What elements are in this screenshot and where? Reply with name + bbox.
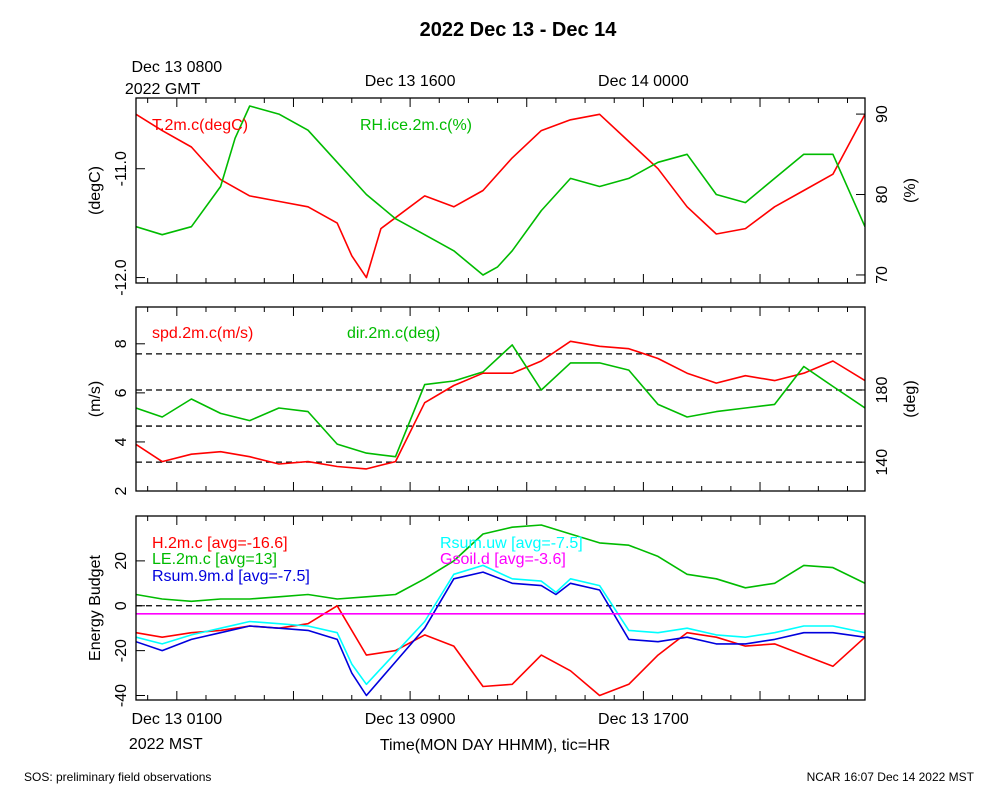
- bottom-time-label-year: 2022 MST: [129, 736, 203, 753]
- series-line: [136, 105, 865, 276]
- y-tick-label-left: 4: [113, 437, 130, 446]
- y-tick-label-right: 70: [874, 266, 891, 284]
- y-axis-label-left: Energy Budget: [87, 555, 104, 661]
- y-tick-label-left: -12.0: [113, 259, 130, 296]
- top-time-label-year: 2022 GMT: [125, 81, 201, 98]
- legend-entry: Rsum.uw [avg=-7.5]: [440, 535, 583, 552]
- page-title: 2022 Dec 13 - Dec 14: [420, 19, 618, 41]
- y-tick-label-left: -11.0: [113, 151, 130, 186]
- y-axis-label-right: (deg): [902, 380, 919, 417]
- y-tick-label-right: 90: [874, 105, 891, 123]
- top-time-label: Dec 13 1600: [365, 73, 456, 90]
- chart-panel: 2 4 6 8 140 180 (m/s) (deg) spd.2m.c(m/s) dir.2m.…: [87, 306, 919, 495]
- y-tick-label-left: -20: [113, 639, 130, 662]
- y-tick-label-right: 140: [874, 449, 891, 476]
- bottom-time-label: Dec 13 0900: [365, 711, 456, 728]
- legend-entry: T.2m.c(degC): [152, 117, 248, 134]
- y-tick-label-left: 0: [113, 601, 130, 610]
- plot-frame: [135, 515, 866, 701]
- y-tick-label-left: 2: [113, 486, 130, 495]
- y-tick-label-left: 6: [113, 388, 130, 397]
- bottom-time-label: Dec 13 1700: [598, 711, 689, 728]
- top-time-label: Dec 13 0800: [131, 59, 222, 76]
- series-line: [136, 344, 865, 458]
- legend-entry: Rsum.9m.d [avg=-7.5]: [152, 568, 310, 585]
- series-line: [136, 604, 865, 697]
- footer-left: SOS: preliminary field observations: [24, 770, 211, 784]
- legend-entry: Gsoil.d [avg=-3.6]: [440, 551, 566, 568]
- series-group: [136, 340, 865, 470]
- footer-right: NCAR 16:07 Dec 14 2022 MST: [807, 770, 975, 784]
- plot-frame: [135, 306, 866, 492]
- y-tick-label-left: 8: [113, 339, 130, 348]
- legend-entry: RH.ice.2m.c(%): [360, 117, 472, 134]
- top-time-label: Dec 14 0000: [598, 73, 689, 90]
- series-group: [136, 524, 865, 697]
- y-tick-label-left: 20: [113, 552, 130, 570]
- y-tick-label-right: 80: [874, 186, 891, 204]
- x-axis-label: Time(MON DAY HHMM), tic=HR: [380, 737, 610, 754]
- chart-panel: -12.0 -11.0 70 80 90 (degC) (%) T.2m.c(degC) RH.…: [87, 97, 919, 296]
- plot-frame: [135, 97, 866, 284]
- series-line: [136, 564, 865, 686]
- legend-entry: H.2m.c [avg=-16.6]: [152, 535, 288, 552]
- top-time-labels: Dec 13 0800 2022 GMT Dec 13 1600 Dec 14 000…: [125, 59, 689, 98]
- bottom-time-label: Dec 13 0100: [131, 711, 222, 728]
- bottom-time-labels: Dec 13 0100 2022 MST Dec 13 0900 Dec 13 170…: [129, 711, 689, 753]
- chart-panel: -40 -20 0 20 Energy Budget H.2m.c [avg=-16.6]…: [87, 515, 866, 707]
- series-line: [136, 340, 865, 470]
- legend-entry: dir.2m.c(deg): [347, 325, 440, 342]
- y-axis-label-left: (degC): [87, 166, 104, 215]
- series-line: [136, 113, 865, 279]
- legend-entry: spd.2m.c(m/s): [152, 325, 253, 342]
- series-group: [136, 105, 865, 279]
- y-tick-label-right: 180: [874, 377, 891, 404]
- series-line: [136, 524, 865, 603]
- y-axis-label-right: (%): [902, 178, 919, 203]
- y-axis-label-left: (m/s): [87, 381, 104, 417]
- y-tick-label-left: -40: [113, 684, 130, 707]
- series-line: [136, 571, 865, 697]
- legend-entry: LE.2m.c [avg=13]: [152, 551, 277, 568]
